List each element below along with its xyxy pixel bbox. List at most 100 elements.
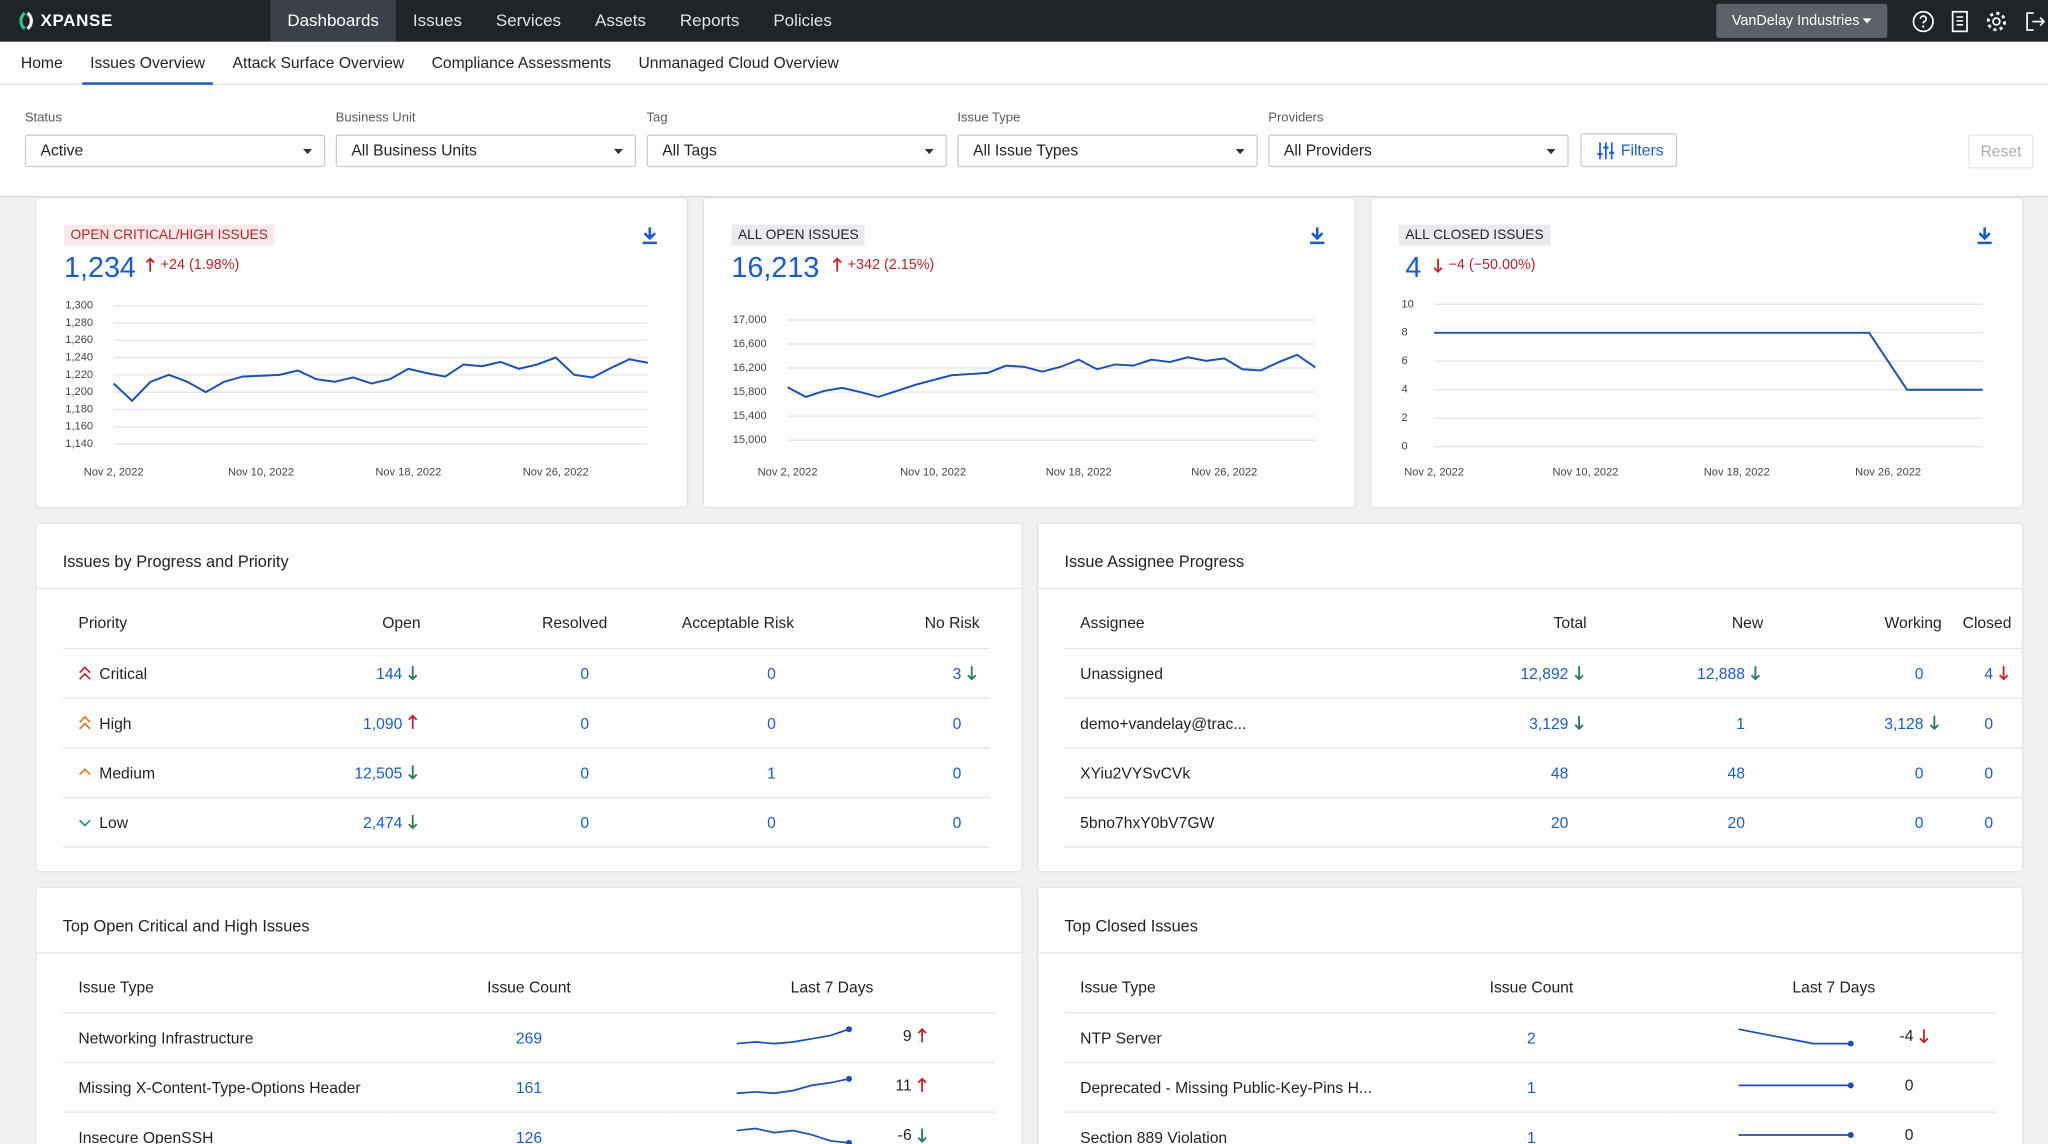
cell[interactable]: 1 <box>1736 714 1745 732</box>
cell-wrap: 48 <box>1419 748 1597 798</box>
nav-item[interactable]: Services <box>479 0 578 42</box>
cell-wrap: 0 <box>1774 648 1953 698</box>
arrow <box>1923 813 1941 829</box>
sparkline <box>1736 1125 1856 1144</box>
kpi-value: 4 <box>1405 251 1421 285</box>
tab[interactable]: Issues Overview <box>82 42 213 85</box>
nav-item[interactable]: Policies <box>756 0 848 42</box>
progress-table: PriorityOpenResolvedAcceptable RiskNo Ri… <box>63 597 990 848</box>
filters-button[interactable]: Filters <box>1580 133 1677 167</box>
cell[interactable]: 12,892 <box>1520 664 1568 682</box>
arrow <box>1993 763 2011 779</box>
help-icon[interactable] <box>1912 10 1934 32</box>
arrow <box>1993 813 2011 829</box>
cell[interactable]: 0 <box>953 714 962 732</box>
top-closed-table: Issue TypeIssue CountLast 7 Days NTP Ser… <box>1064 961 1995 1144</box>
caret <box>1863 18 1872 23</box>
column-header: Last 7 Days <box>1672 961 1996 1013</box>
nav-item[interactable]: Issues <box>396 0 479 42</box>
cell[interactable]: 269 <box>389 1013 669 1063</box>
y-tick-label: 10 <box>1401 298 1413 310</box>
cell[interactable]: 0 <box>953 763 962 781</box>
cell: 0 <box>1880 1076 1914 1094</box>
row: XYiu2VYSvCVk484800 <box>1064 748 2021 798</box>
cell[interactable]: 1 <box>767 763 776 781</box>
cell[interactable]: 20 <box>1727 813 1744 831</box>
cell[interactable]: 12,505 <box>354 763 402 781</box>
tab[interactable]: Home <box>13 42 70 85</box>
reset-button[interactable]: Reset <box>1968 135 2033 169</box>
cell[interactable]: 126 <box>389 1112 669 1144</box>
cell[interactable]: 0 <box>767 664 776 682</box>
kpi-change-text: +24 (1.98%) <box>161 257 240 273</box>
kpi-change: +342 (2.15%) <box>832 256 934 274</box>
logout-icon[interactable] <box>2024 10 2045 32</box>
docs-icon[interactable] <box>1951 10 1968 32</box>
kpi-change-text: +342 (2.15%) <box>848 257 935 273</box>
cell[interactable]: 0 <box>1984 714 1993 732</box>
settings-icon[interactable] <box>1985 10 2007 32</box>
cell[interactable]: 1 <box>1391 1063 1672 1113</box>
cell[interactable]: 2 <box>1391 1013 1672 1063</box>
x-tick-label: Nov 2, 2022 <box>1404 467 1464 479</box>
tab[interactable]: Unmanaged Cloud Overview <box>631 42 847 85</box>
nav-item[interactable]: Reports <box>663 0 756 42</box>
cell[interactable]: 20 <box>1551 813 1568 831</box>
cell[interactable]: 0 <box>1984 813 1993 831</box>
tab[interactable]: Attack Surface Overview <box>225 42 412 85</box>
select[interactable]: All Tags <box>647 135 947 168</box>
cell-wrap: 4 <box>1952 648 2022 698</box>
spark-line <box>737 1079 849 1093</box>
column-header: Issue Type <box>1064 961 1391 1013</box>
cell[interactable]: 48 <box>1551 763 1568 781</box>
cell[interactable]: 0 <box>953 813 962 831</box>
spark-dot <box>1848 1082 1854 1088</box>
cell[interactable]: 48 <box>1727 763 1744 781</box>
select[interactable]: All Issue Types <box>957 135 1257 168</box>
nav-item[interactable]: Assets <box>578 0 663 42</box>
org-switcher[interactable]: VanDelay Industries <box>1716 4 1887 38</box>
cell-wrap: 12,892 <box>1419 648 1597 698</box>
column-header: Working <box>1774 597 1953 649</box>
cell[interactable]: 0 <box>1915 664 1924 682</box>
cell[interactable]: 144 <box>376 664 402 682</box>
select[interactable]: Active <box>25 135 325 168</box>
cell[interactable]: 2,474 <box>363 813 402 831</box>
cell[interactable]: 1 <box>1391 1112 1672 1144</box>
y-tick-label: 1,240 <box>65 351 93 363</box>
cell[interactable]: 0 <box>767 813 776 831</box>
filters-icon <box>1597 142 1614 159</box>
download-icon[interactable] <box>1310 227 1324 244</box>
cell[interactable]: 3,128 <box>1884 714 1923 732</box>
cell[interactable]: 0 <box>1915 813 1924 831</box>
kpi-title: OPEN CRITICAL/HIGH ISSUES <box>64 225 274 246</box>
cell[interactable]: 12,888 <box>1697 664 1745 682</box>
cell[interactable]: 3 <box>953 664 962 682</box>
cell[interactable]: 0 <box>580 664 589 682</box>
cell[interactable]: 0 <box>767 714 776 732</box>
x-tick-label: Nov 2, 2022 <box>758 467 818 479</box>
cell[interactable]: 0 <box>580 714 589 732</box>
cell[interactable]: 4 <box>1984 664 1993 682</box>
cell[interactable]: 161 <box>389 1063 669 1113</box>
cell[interactable]: 1,090 <box>363 714 402 732</box>
cell[interactable]: 0 <box>1915 763 1924 781</box>
column-header: Priority <box>63 597 259 649</box>
arrow <box>1568 714 1586 730</box>
cell[interactable]: 0 <box>1984 763 1993 781</box>
tab[interactable]: Compliance Assessments <box>424 42 619 85</box>
y-tick-label: 15,000 <box>733 434 767 446</box>
row: 5bno7hxY0bV7GW202000 <box>1064 797 2021 847</box>
nav-item[interactable]: Dashboards <box>270 0 396 42</box>
select[interactable]: All Providers <box>1268 135 1568 168</box>
download-icon[interactable] <box>643 227 657 244</box>
logo-text: XPANSE <box>40 10 112 30</box>
filter-bar: StatusActive Business UnitAll Business U… <box>0 85 2048 197</box>
cell[interactable]: 0 <box>580 763 589 781</box>
cell[interactable]: 0 <box>580 813 589 831</box>
cell[interactable]: 3,129 <box>1529 714 1568 732</box>
select[interactable]: All Business Units <box>336 135 636 168</box>
download-icon[interactable] <box>1977 227 1991 244</box>
